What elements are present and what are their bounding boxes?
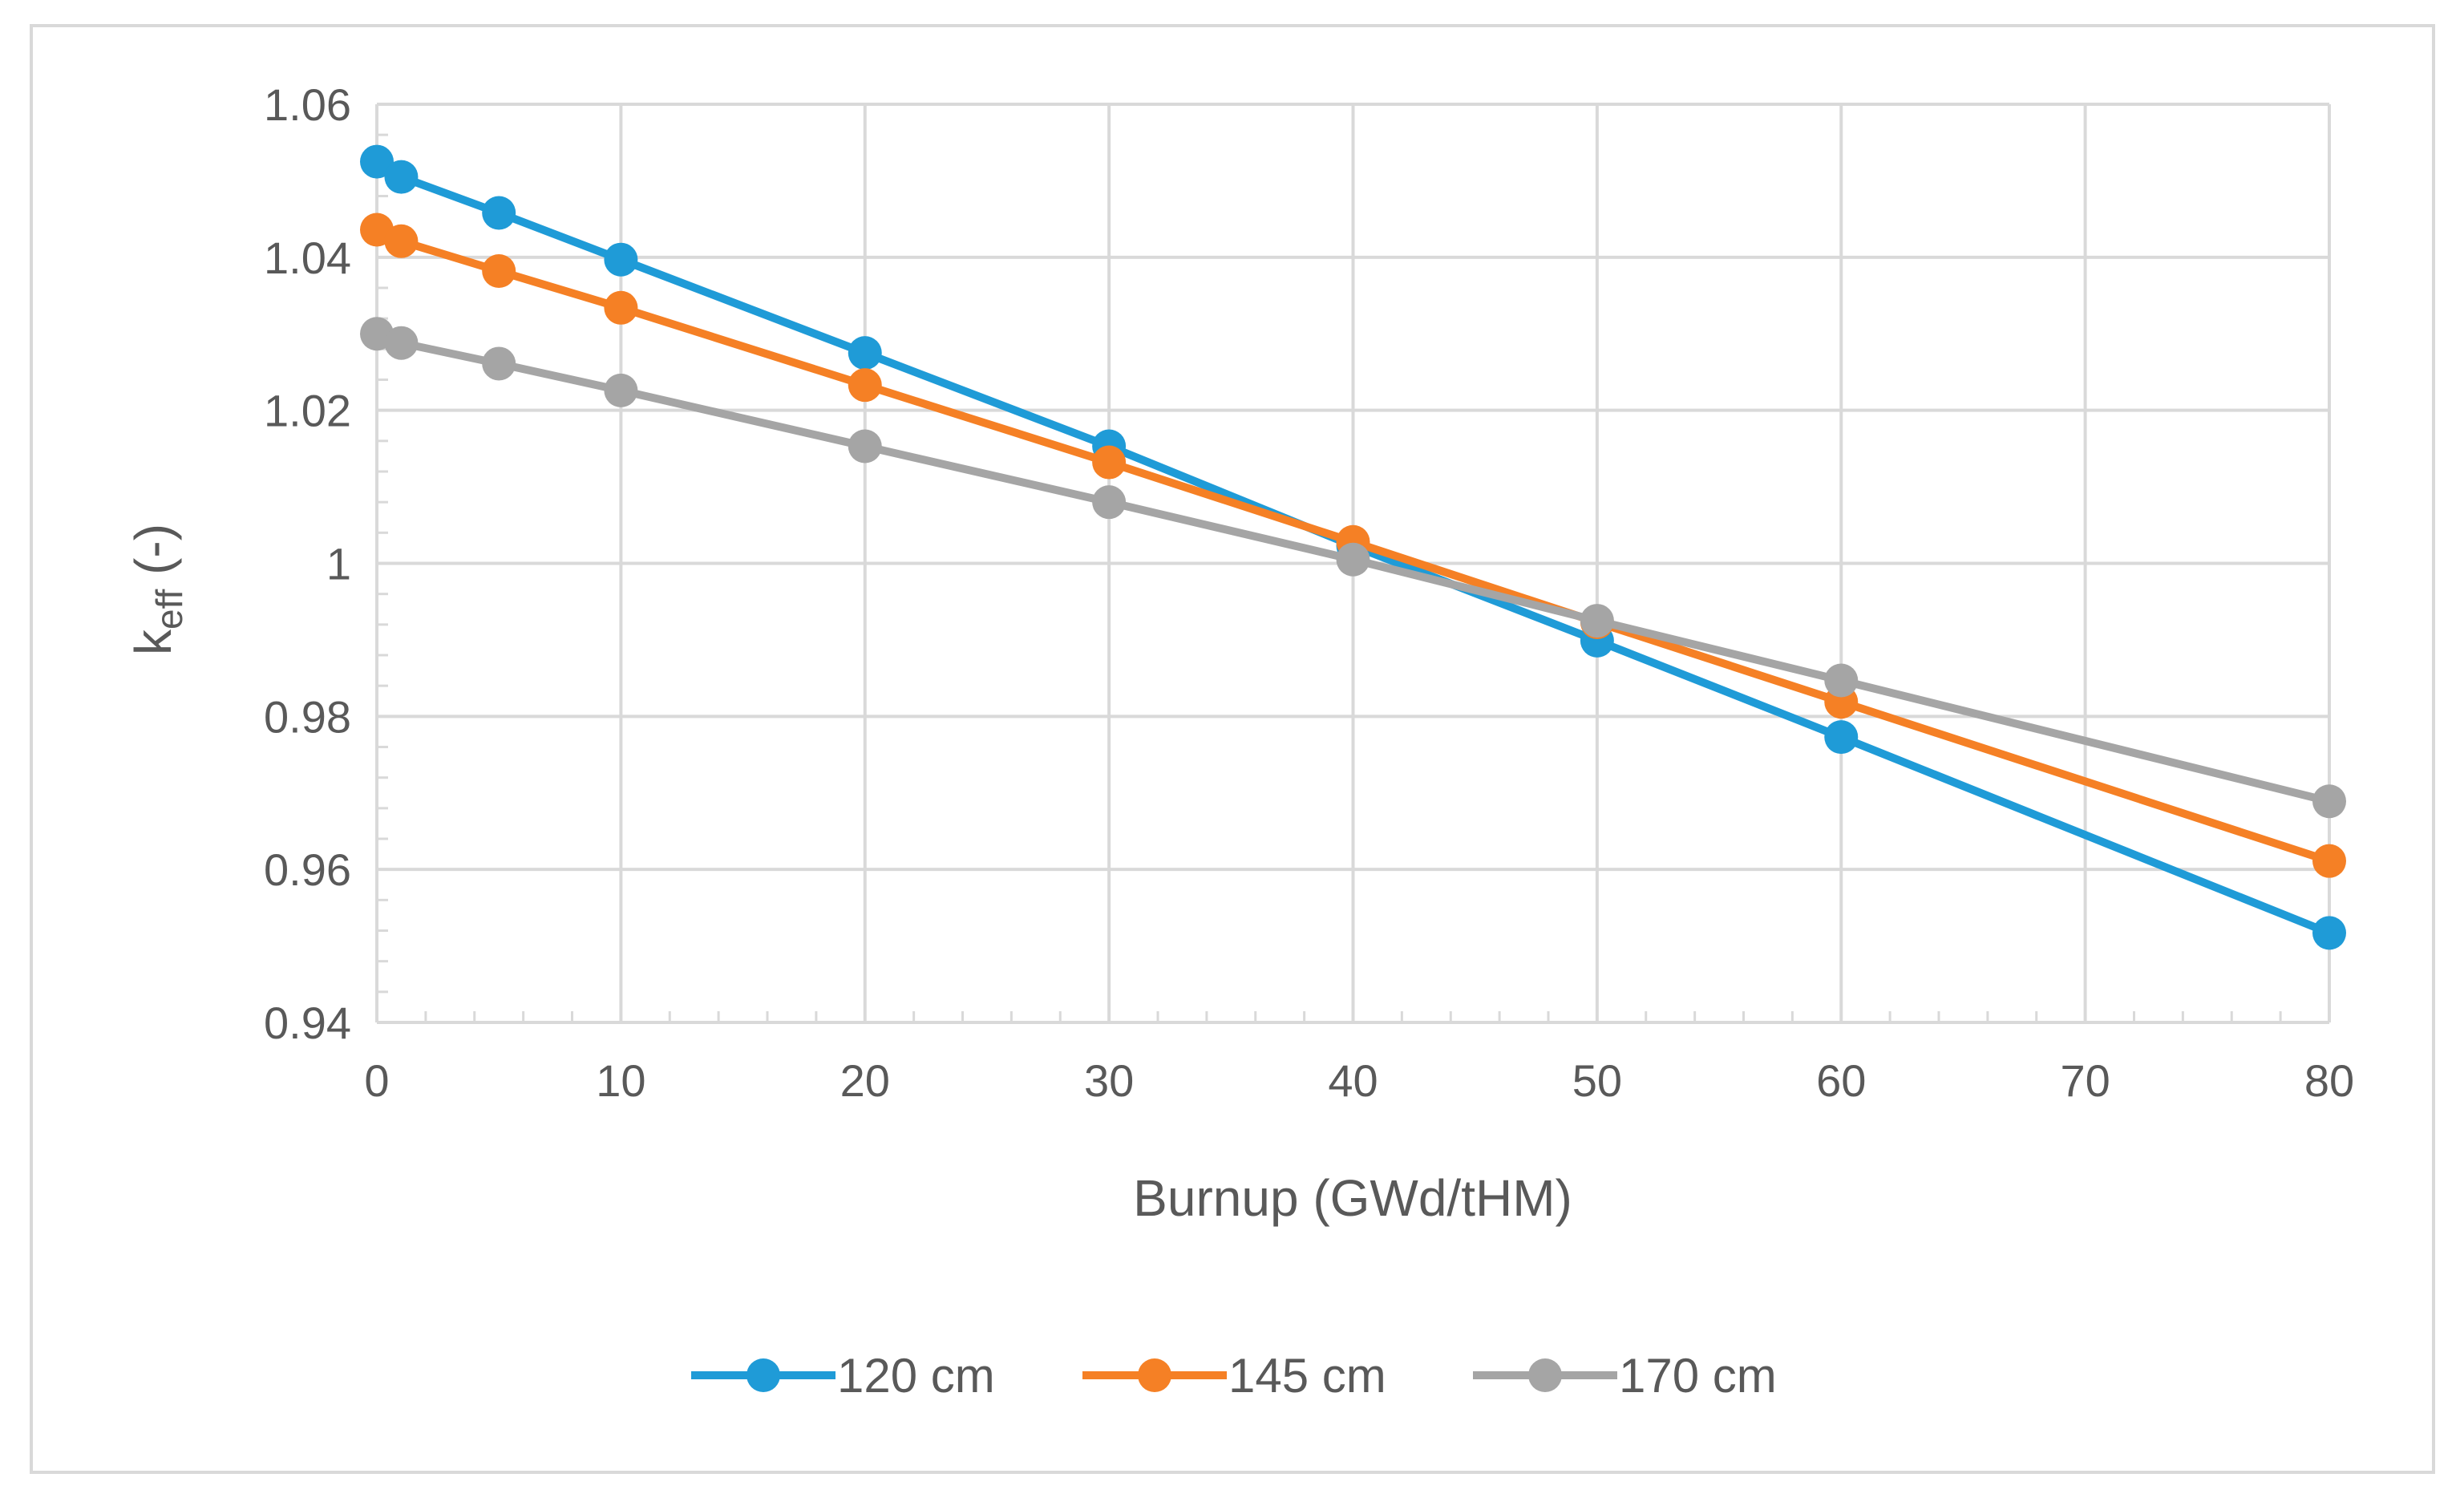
- chart-frame: [30, 24, 2435, 1474]
- y-axis-title-base: k: [124, 629, 182, 655]
- legend-marker-120-cm: [746, 1358, 780, 1392]
- data-point-170-cm: [848, 429, 882, 464]
- data-point-170-cm: [1580, 604, 1614, 638]
- x-tick-label: 30: [1084, 1055, 1134, 1106]
- series-layer: [360, 144, 2346, 950]
- legend-label-145-cm: 145 cm: [1228, 1349, 1386, 1403]
- x-tick-label: 80: [2304, 1055, 2354, 1106]
- x-tick-label: 50: [1572, 1055, 1622, 1106]
- legend-marker-145-cm: [1138, 1358, 1171, 1392]
- data-point-170-cm: [604, 373, 638, 407]
- data-point-170-cm: [1092, 485, 1127, 520]
- data-point-120-cm: [384, 160, 419, 194]
- y-axis-title-subscript: eff: [148, 589, 190, 630]
- data-point-145-cm: [384, 224, 419, 258]
- data-point-170-cm: [384, 326, 419, 360]
- axis-layer: 0.94 0.96 0.98 1 1.02 1.04 1.06 0 10 20 30 40 50 60 70…: [264, 79, 2354, 1106]
- legend-item-120-cm: 120 cm: [691, 1349, 995, 1403]
- y-tick-label: 0.94: [264, 998, 351, 1048]
- y-axis-title: keff (-): [124, 524, 190, 655]
- legend-item-145-cm: 145 cm: [1082, 1349, 1386, 1403]
- series-line-170-cm: [375, 330, 2331, 806]
- x-axis-title: Burnup (GWd/tHM): [1133, 1169, 1572, 1227]
- x-tick-label: 70: [2060, 1055, 2110, 1106]
- series-line-120-cm: [374, 158, 2331, 937]
- x-tick-label: 40: [1328, 1055, 1378, 1106]
- series-line-145-cm: [374, 225, 2331, 865]
- legend-marker-170-cm: [1528, 1358, 1562, 1392]
- x-tick-label: 0: [364, 1055, 389, 1106]
- data-point-170-cm: [2312, 784, 2346, 819]
- data-point-120-cm: [1824, 720, 1859, 755]
- data-point-145-cm: [1092, 445, 1127, 480]
- y-tick-label: 1.06: [264, 79, 351, 130]
- legend-label-170-cm: 170 cm: [1619, 1349, 1777, 1403]
- data-point-145-cm: [848, 368, 882, 403]
- data-point-120-cm: [2312, 916, 2346, 950]
- data-point-120-cm: [482, 196, 516, 230]
- y-tick-label: 1.04: [264, 233, 351, 283]
- data-point-170-cm: [482, 346, 516, 381]
- legend: 120 cm 145 cm 170 cm: [691, 1349, 1777, 1403]
- x-tick-label: 10: [596, 1055, 645, 1106]
- y-tick-label: 0.96: [264, 844, 351, 895]
- y-tick-label: 0.98: [264, 691, 351, 742]
- data-point-170-cm: [1336, 542, 1370, 577]
- x-tick-label: 60: [1816, 1055, 1866, 1106]
- data-point-120-cm: [360, 144, 394, 179]
- data-point-145-cm: [482, 254, 516, 289]
- data-point-120-cm: [848, 336, 882, 370]
- x-tick-label: 20: [840, 1055, 890, 1106]
- legend-label-120-cm: 120 cm: [837, 1349, 995, 1403]
- legend-item-170-cm: 170 cm: [1473, 1349, 1777, 1403]
- y-tick-label: 1.02: [264, 386, 351, 436]
- y-tick-label: 1: [326, 539, 351, 589]
- data-point-120-cm: [604, 242, 638, 277]
- data-point-170-cm: [1824, 663, 1859, 698]
- series-170-cm: [360, 317, 2346, 819]
- data-point-145-cm: [604, 290, 638, 325]
- data-point-145-cm: [2312, 844, 2346, 878]
- y-axis-title-suffix: (-): [124, 524, 182, 589]
